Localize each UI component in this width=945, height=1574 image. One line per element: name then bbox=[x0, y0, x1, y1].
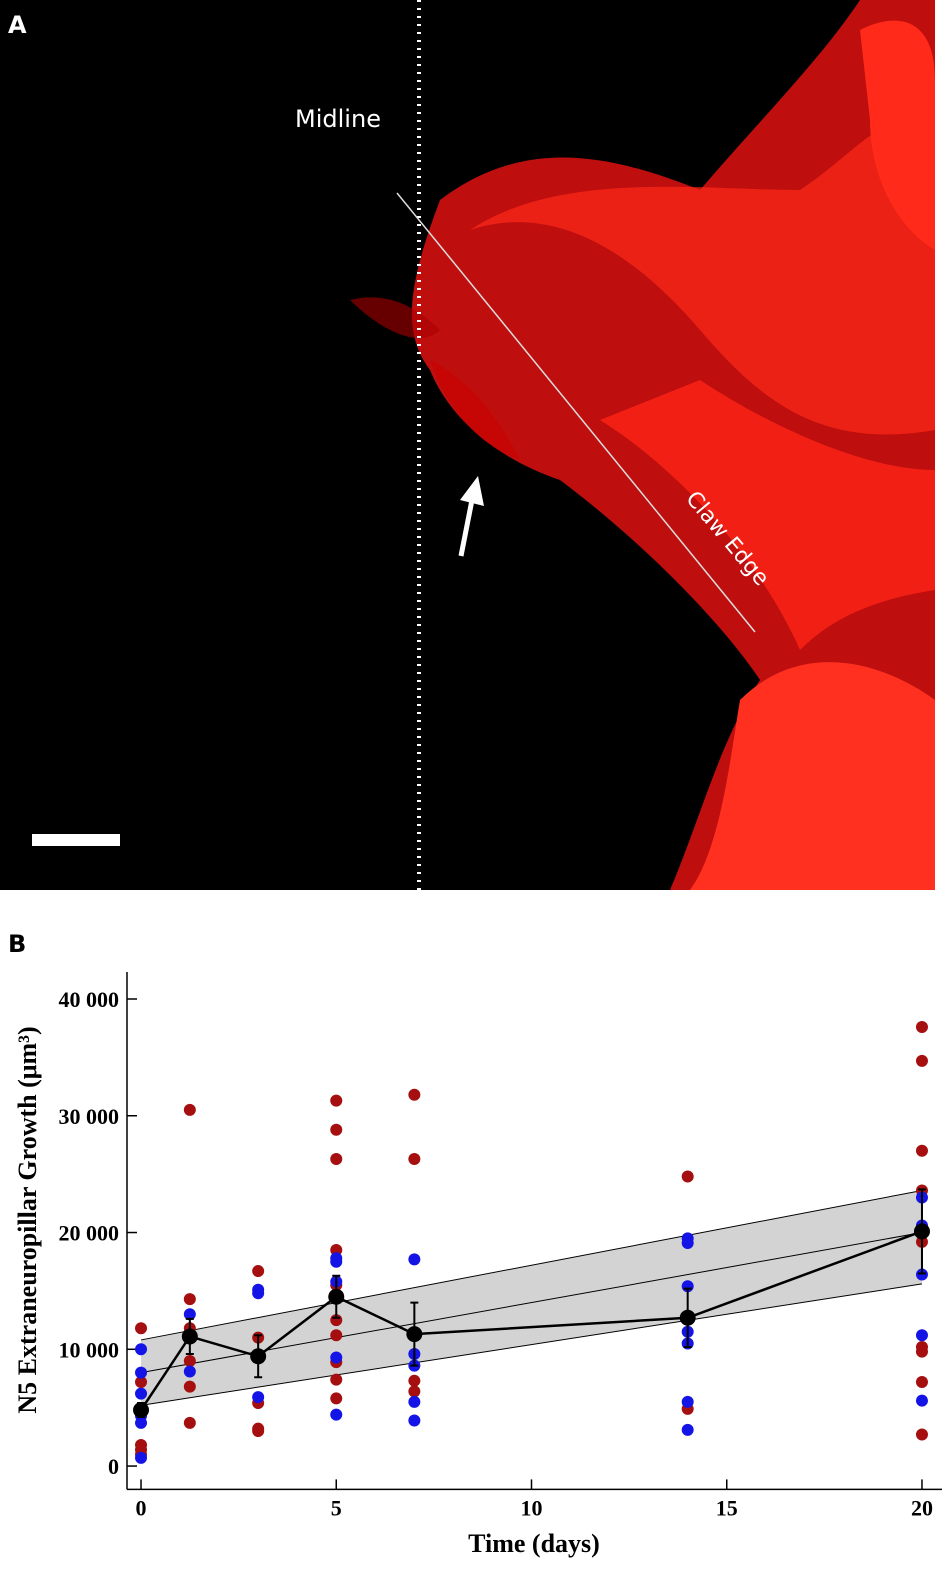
data-point bbox=[135, 1366, 148, 1379]
data-point bbox=[915, 1428, 928, 1441]
data-point bbox=[915, 1329, 928, 1342]
fit-line bbox=[140, 1189, 923, 1341]
x-tick-label: 10 bbox=[520, 1495, 542, 1520]
mean-point bbox=[181, 1328, 198, 1345]
data-point bbox=[408, 1253, 421, 1266]
x-tick-label: 15 bbox=[716, 1495, 738, 1520]
data-point bbox=[330, 1094, 343, 1107]
y-tick-label: 30 000 bbox=[59, 1104, 120, 1129]
mean-point bbox=[406, 1326, 423, 1343]
data-point bbox=[252, 1391, 265, 1404]
data-point bbox=[330, 1373, 343, 1386]
data-point bbox=[330, 1152, 343, 1165]
data-point bbox=[408, 1088, 421, 1101]
fit-line bbox=[140, 1232, 923, 1374]
data-point bbox=[135, 1451, 148, 1464]
y-tick-label: 20 000 bbox=[59, 1221, 120, 1246]
x-tick-label: 5 bbox=[331, 1495, 342, 1520]
x-tick-label: 20 bbox=[911, 1495, 933, 1520]
y-tick-label: 40 000 bbox=[59, 987, 120, 1012]
data-point bbox=[915, 1144, 928, 1157]
data-point bbox=[183, 1293, 196, 1306]
data-point bbox=[330, 1255, 343, 1268]
data-point bbox=[330, 1408, 343, 1421]
data-point bbox=[915, 1394, 928, 1407]
data-point bbox=[183, 1308, 196, 1321]
panel-label: A bbox=[8, 11, 27, 39]
data-point bbox=[681, 1170, 694, 1183]
data-point bbox=[135, 1343, 148, 1356]
data-point bbox=[330, 1351, 343, 1364]
data-point bbox=[183, 1416, 196, 1429]
data-point bbox=[183, 1354, 196, 1367]
data-point bbox=[408, 1395, 421, 1408]
data-point bbox=[183, 1380, 196, 1393]
data-point bbox=[135, 1322, 148, 1335]
data-point bbox=[681, 1395, 694, 1408]
mean-point bbox=[250, 1348, 267, 1365]
micrograph: A Midline Claw Edge bbox=[0, 0, 935, 890]
data-point bbox=[135, 1416, 148, 1429]
plot: 0 10 000 20 000 30 000 40 000 0 5 10 15 20 bbox=[59, 972, 942, 1520]
data-point bbox=[252, 1265, 265, 1278]
data-point bbox=[681, 1423, 694, 1436]
y-tick-label: 0 bbox=[108, 1454, 119, 1479]
data-point bbox=[135, 1375, 148, 1388]
y-axis-title: N5 Extraneuropillar Growth (μm³) bbox=[13, 1026, 42, 1413]
data-point bbox=[681, 1237, 694, 1250]
data-point bbox=[408, 1374, 421, 1387]
x-axis-title: Time (days) bbox=[468, 1529, 600, 1558]
data-point bbox=[183, 1103, 196, 1116]
mean-point bbox=[133, 1402, 150, 1419]
data-point bbox=[330, 1392, 343, 1405]
data-point bbox=[915, 1021, 928, 1034]
fit-line bbox=[140, 1283, 923, 1406]
data-point bbox=[252, 1287, 265, 1300]
mean-point bbox=[679, 1309, 696, 1326]
y-tick-label: 10 000 bbox=[59, 1337, 120, 1362]
data-point bbox=[330, 1329, 343, 1342]
data-point bbox=[408, 1414, 421, 1427]
mean-point bbox=[328, 1288, 345, 1305]
data-point bbox=[915, 1054, 928, 1067]
data-point bbox=[252, 1425, 265, 1438]
data-point bbox=[330, 1123, 343, 1136]
data-point bbox=[135, 1387, 148, 1400]
data-point bbox=[408, 1385, 421, 1398]
x-tick-label: 0 bbox=[136, 1495, 147, 1520]
mean-point bbox=[913, 1223, 930, 1240]
data-point bbox=[183, 1365, 196, 1378]
annotation: Midline bbox=[295, 105, 381, 133]
data-point bbox=[915, 1268, 928, 1281]
panel-label: B bbox=[8, 930, 26, 958]
data-point bbox=[915, 1375, 928, 1388]
data-point bbox=[408, 1152, 421, 1165]
data-point bbox=[915, 1345, 928, 1358]
